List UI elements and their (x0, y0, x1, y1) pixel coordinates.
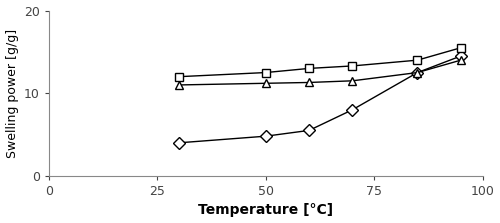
X-axis label: Temperature [°C]: Temperature [°C] (198, 203, 334, 217)
Y-axis label: Swelling power [g/g]: Swelling power [g/g] (6, 29, 18, 158)
